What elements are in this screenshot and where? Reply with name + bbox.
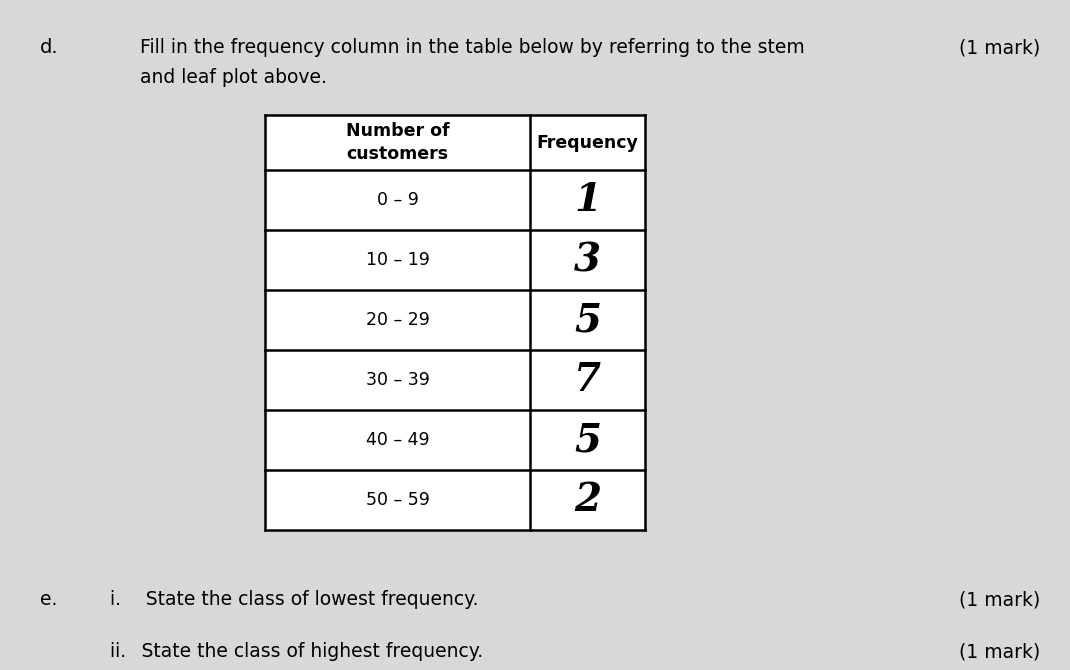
Bar — [265, 170, 645, 230]
Text: d.: d. — [40, 38, 59, 57]
Text: 5: 5 — [574, 301, 601, 339]
Text: 40 – 49: 40 – 49 — [366, 431, 429, 449]
Text: (1 mark): (1 mark) — [959, 642, 1040, 661]
Bar — [265, 470, 645, 530]
Text: Frequency: Frequency — [536, 133, 639, 151]
Text: 2: 2 — [574, 481, 601, 519]
Bar — [265, 290, 645, 350]
Text: (1 mark): (1 mark) — [959, 38, 1040, 57]
Text: 7: 7 — [574, 361, 601, 399]
Text: 20 – 29: 20 – 29 — [366, 311, 429, 329]
Text: 50 – 59: 50 – 59 — [366, 491, 429, 509]
Text: 10 – 19: 10 – 19 — [366, 251, 429, 269]
Text: Fill in the frequency column in the table below by referring to the stem: Fill in the frequency column in the tabl… — [140, 38, 805, 57]
Text: 30 – 39: 30 – 39 — [366, 371, 429, 389]
Text: 0 – 9: 0 – 9 — [377, 191, 418, 209]
Text: 5: 5 — [574, 421, 601, 459]
Bar — [265, 115, 645, 170]
Bar — [265, 350, 645, 410]
Bar — [265, 410, 645, 470]
Bar — [265, 230, 645, 290]
Text: e.: e. — [40, 590, 58, 609]
Text: Number of
customers: Number of customers — [346, 122, 449, 163]
Text: i.  State the class of lowest frequency.: i. State the class of lowest frequency. — [110, 590, 478, 609]
Text: (1 mark): (1 mark) — [959, 590, 1040, 609]
Text: 3: 3 — [574, 241, 601, 279]
Text: ii.  State the class of highest frequency.: ii. State the class of highest frequency… — [110, 642, 484, 661]
Text: and leaf plot above.: and leaf plot above. — [140, 68, 326, 87]
Text: 1: 1 — [574, 181, 601, 219]
